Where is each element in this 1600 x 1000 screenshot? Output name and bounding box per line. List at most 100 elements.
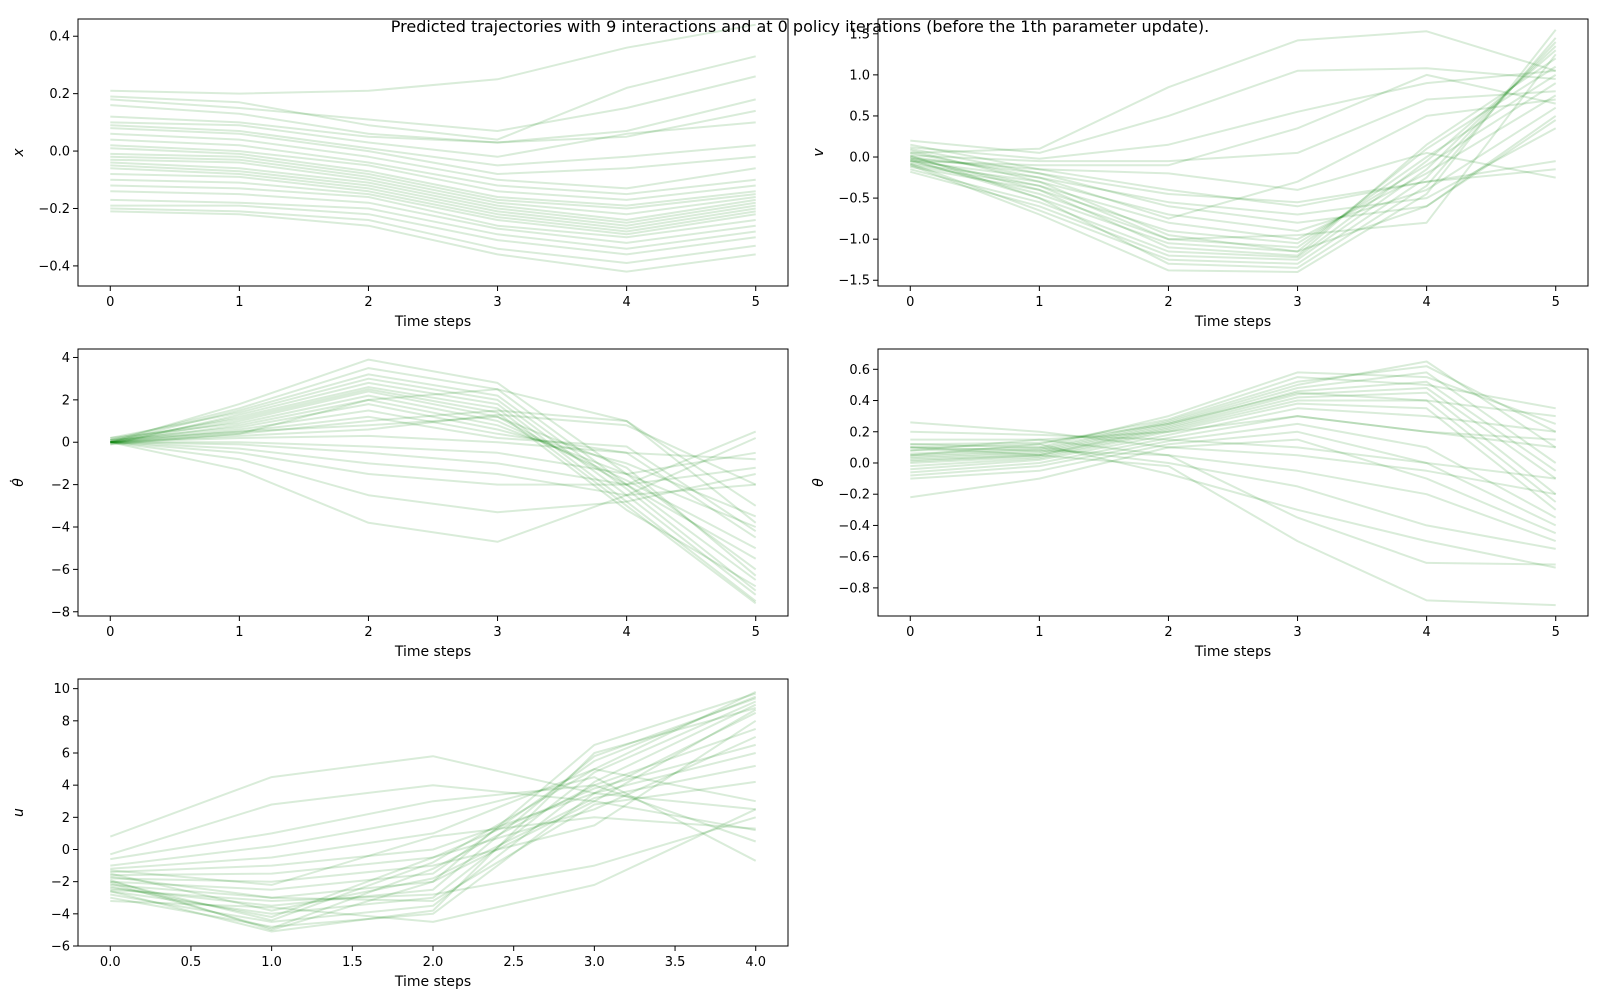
- trajectory-line: [910, 156, 1556, 204]
- series-group: [910, 360, 1557, 607]
- trajectory-line: [910, 430, 1556, 480]
- x-axis-label: Time steps: [394, 314, 471, 330]
- trajectory-line: [910, 380, 1557, 472]
- trajectory-line: [110, 441, 756, 543]
- trajectory-line: [910, 371, 1557, 464]
- trajectory-line: [110, 358, 757, 571]
- trajectory-line: [910, 49, 1557, 259]
- y-tick-label: 2: [62, 393, 70, 408]
- y-tick-label: 0.0: [849, 151, 870, 166]
- subplot-2: 0 1 2 3 4 5 −1.5 −1.0 −0.5 0.0 0.5 1.0 1.5 Time steps…: [811, 18, 1589, 330]
- trajectory-line: [110, 132, 756, 190]
- trajectory-line: [110, 697, 757, 907]
- trajectory-line: [110, 434, 756, 461]
- trajectory-line: [910, 443, 1556, 569]
- trajectory-line: [110, 752, 756, 873]
- trajectory-line: [110, 388, 757, 507]
- trajectory-line: [110, 173, 756, 233]
- x-tick-label: 5: [752, 625, 760, 640]
- y-tick-label: −1.0: [838, 233, 870, 248]
- x-tick-label: 4: [1422, 295, 1430, 310]
- trajectory-line: [110, 121, 756, 158]
- y-tick-label: 0.4: [49, 30, 70, 45]
- trajectory-line: [110, 413, 757, 486]
- trajectory-line: [910, 57, 1557, 257]
- trajectory-line: [910, 98, 1556, 220]
- trajectory-line: [910, 73, 1556, 167]
- axes-frame: [877, 18, 1589, 287]
- trajectory-line: [910, 438, 1557, 535]
- trajectory-line: [110, 441, 756, 514]
- y-tick-label: −0.4: [38, 259, 70, 274]
- trajectory-line: [110, 184, 756, 239]
- trajectory-line: [110, 703, 757, 923]
- x-tick-label: 3: [1293, 625, 1301, 640]
- trajectory-line: [910, 430, 1557, 527]
- y-axis-label: u: [11, 808, 27, 817]
- y-tick-label: 2: [62, 811, 70, 826]
- x-tick-label: 2.0: [423, 955, 444, 970]
- trajectory-line: [910, 151, 1556, 191]
- x-axis-label: Time steps: [1194, 314, 1271, 330]
- axes-frame: [77, 348, 789, 617]
- x-tick-label: 1.0: [261, 955, 282, 970]
- trajectory-line: [910, 115, 1557, 224]
- trajectory-line: [110, 711, 757, 928]
- x-tick-label: 5: [1552, 295, 1560, 310]
- subplot-4: 0 1 2 3 4 5 −0.8 −0.6 −0.4 −0.2 0.0 0.2 0.4 0.6 Time s…: [811, 348, 1589, 660]
- trajectory-line: [110, 127, 756, 175]
- trajectory-line: [110, 55, 756, 141]
- trajectory-line: [910, 438, 1556, 566]
- y-tick-label: 0.6: [849, 363, 870, 378]
- x-tick-label: 3.5: [665, 955, 686, 970]
- y-tick-label: 0.4: [849, 394, 870, 409]
- trajectory-line: [910, 94, 1557, 241]
- trajectory-line: [110, 437, 757, 497]
- trajectory-line: [909, 37, 1557, 269]
- y-tick-label: 0: [62, 843, 70, 858]
- y-tick-label: −4: [51, 907, 70, 922]
- x-tick-label: 4: [1422, 625, 1430, 640]
- trajectory-line: [110, 784, 757, 861]
- trajectory-line: [910, 365, 1557, 455]
- y-tick-label: 1.0: [849, 68, 870, 83]
- axes-frame: [877, 348, 1589, 617]
- trajectory-line: [110, 75, 756, 132]
- y-tick-label: −0.2: [838, 488, 870, 503]
- trajectory-line: [910, 143, 1556, 208]
- trajectory-line: [110, 808, 757, 923]
- trajectory-line: [110, 735, 757, 877]
- trajectory-line: [910, 127, 1557, 216]
- trajectory-line: [910, 402, 1557, 511]
- trajectory-line: [110, 152, 756, 210]
- trajectory-line: [910, 45, 1557, 261]
- y-tick-label: −0.4: [838, 519, 870, 534]
- series-group: [109, 690, 757, 933]
- x-tick-label: 2: [1164, 295, 1172, 310]
- y-tick-label: 0.2: [849, 425, 870, 440]
- trajectory-line: [110, 780, 756, 902]
- trajectory-line: [910, 387, 1557, 480]
- trajectory-line: [910, 65, 1557, 253]
- axes-frame: [77, 18, 789, 287]
- trajectory-line: [910, 119, 1557, 253]
- y-tick-label: 4: [62, 351, 70, 366]
- trajectory-line: [909, 41, 1557, 265]
- series-group: [110, 358, 757, 605]
- trajectory-line: [110, 178, 756, 236]
- trajectory-line: [910, 90, 1556, 163]
- trajectory-line: [110, 138, 756, 196]
- x-axis-label: Time steps: [1194, 644, 1271, 660]
- y-axis-label: x: [11, 148, 27, 158]
- trajectory-line: [110, 784, 756, 856]
- y-tick-label: −0.5: [838, 192, 870, 207]
- x-tick-label: 3: [493, 625, 501, 640]
- y-tick-label: −8: [51, 605, 70, 620]
- x-tick-label: 2: [1164, 625, 1172, 640]
- x-tick-label: 3.0: [584, 955, 605, 970]
- trajectory-line: [110, 727, 757, 930]
- series-group: [909, 29, 1557, 273]
- trajectory-line: [910, 407, 1556, 471]
- y-tick-label: −6: [51, 563, 70, 578]
- trajectory-line: [910, 371, 1557, 452]
